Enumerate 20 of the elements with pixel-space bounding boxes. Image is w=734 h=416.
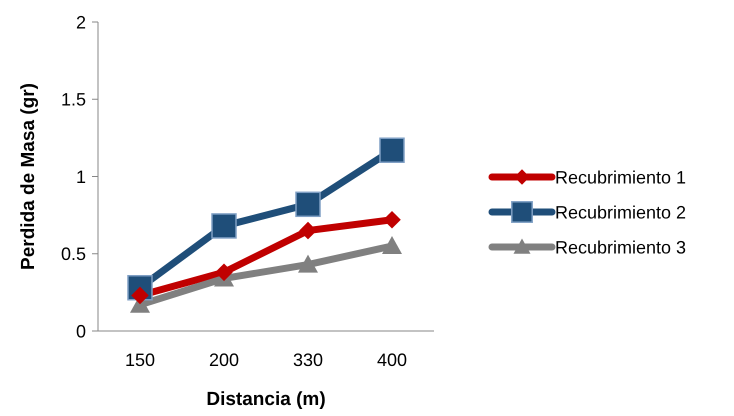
point bbox=[211, 213, 237, 239]
y-tick-label: 0 bbox=[76, 321, 86, 342]
point bbox=[295, 192, 321, 218]
legend-label: Recubrimiento 3 bbox=[555, 237, 686, 258]
x-tick-label: 150 bbox=[124, 350, 156, 370]
point bbox=[379, 137, 405, 163]
y-tick-label: 2 bbox=[76, 12, 86, 32]
x-tick-label: 400 bbox=[376, 350, 408, 370]
x-axis-title: Distancia (m) bbox=[206, 389, 326, 410]
point bbox=[382, 236, 402, 254]
point bbox=[215, 263, 233, 282]
legend-label: Recubrimiento 1 bbox=[555, 167, 686, 188]
y-tick-label: 1 bbox=[76, 166, 86, 187]
legend-label: Recubrimiento 2 bbox=[555, 202, 686, 222]
point bbox=[298, 254, 318, 273]
y-tick-label: 0.5 bbox=[60, 244, 86, 264]
x-tick-label: 330 bbox=[292, 350, 324, 370]
x-tick-label: 200 bbox=[208, 350, 240, 370]
y-tick-label: 1.5 bbox=[60, 90, 86, 110]
y-axis-title: Perdida de Masa (gr) bbox=[18, 83, 39, 270]
